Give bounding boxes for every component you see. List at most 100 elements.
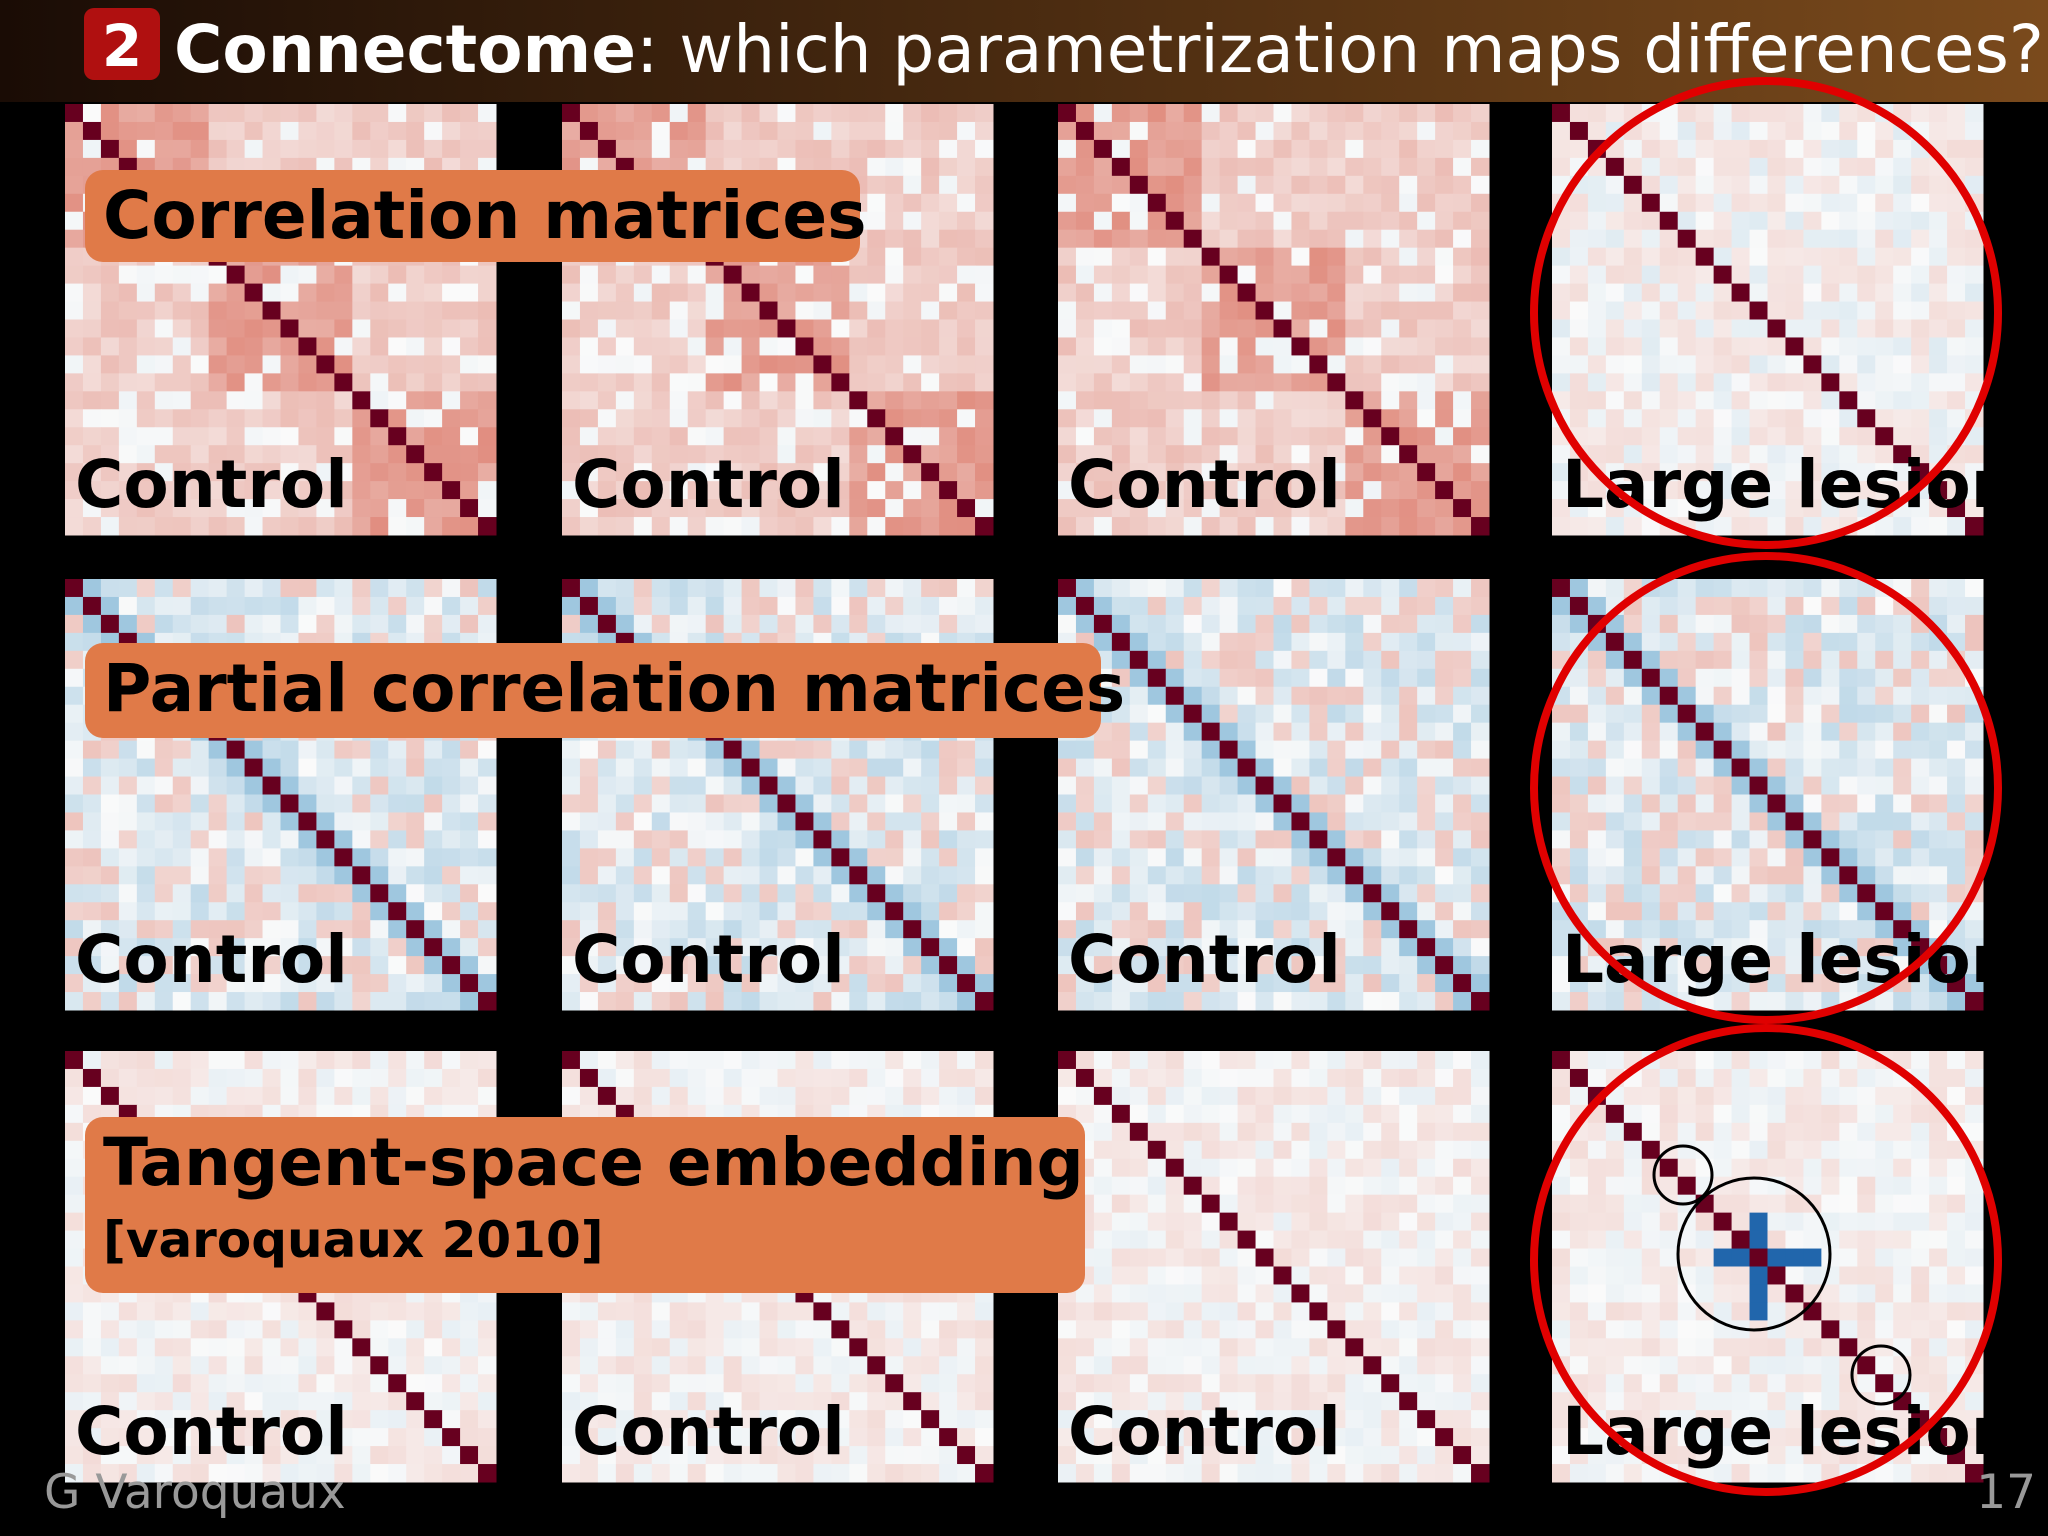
matrix-cell [633,579,653,598]
matrix-cell [687,301,707,320]
matrix-cell [633,956,653,975]
matrix-cell [1857,445,1876,464]
matrix-cell [1129,175,1149,195]
matrix-cell [460,902,479,921]
matrix-cell [208,337,228,356]
matrix-cell [1677,355,1697,374]
matrix-cell [1713,938,1733,957]
matrix-cell [903,229,922,249]
matrix-cell [1605,722,1625,742]
matrix-cell [1713,355,1733,374]
matrix-cell [406,866,425,885]
matrix-cell [723,956,743,975]
matrix-cell [370,938,389,957]
matrix-cell [1839,175,1858,195]
matrix-cell [406,463,425,482]
matrix-cell [1255,391,1274,410]
matrix-cell [1749,650,1768,670]
matrix-cell [1471,211,1490,231]
matrix-cell [406,139,425,159]
matrix-cell [424,391,443,410]
matrix-cell [1309,373,1328,392]
matrix-cell [352,463,371,482]
matrix-cell [795,319,814,338]
matrix-cell [1273,758,1292,778]
matrix-cell [1058,157,1077,177]
matrix-cell [831,992,850,1011]
matrix-cell [1605,157,1625,177]
matrix-cell [1713,848,1733,867]
matrix-cell [460,121,479,141]
matrix-cell [406,427,425,446]
matrix-cell [723,938,743,957]
matrix-cell [1165,596,1185,616]
matrix-cell [1677,391,1697,410]
matrix-cell [1893,722,1912,742]
matrix-cell [921,247,940,267]
matrix-cell [1291,956,1310,975]
matrix-cell [1058,517,1077,536]
matrix-cell [849,391,868,410]
matrix-cell [1255,704,1274,724]
matrix-cell [615,139,635,159]
matrix-cell [1111,938,1131,957]
matrix-cell [1237,499,1257,518]
matrix-cell [1453,920,1472,939]
matrix-cell [1893,463,1912,482]
matrix-cell [1623,992,1643,1011]
matrix-cell [1058,992,1077,1011]
matrix-cell [1893,884,1912,903]
matrix-cell [1677,211,1697,231]
matrix-cell [723,992,743,1011]
matrix-cell [1273,704,1292,724]
matrix-cell [352,265,371,285]
matrix-cell [1965,319,1984,338]
matrix-cell [154,758,174,778]
matrix-cell [1219,902,1239,921]
matrix-cell [921,319,940,338]
matrix-cell [813,758,832,778]
matrix-cell [100,920,120,939]
matrix-cell [1695,794,1715,813]
matrix-cell [1399,175,1418,195]
matrix-cell [280,445,299,464]
matrix-cell [1785,632,1804,652]
matrix-cell [190,391,210,410]
matrix-cell [478,758,497,778]
matrix-cell [1273,632,1292,652]
matrix-cell [1552,283,1571,303]
matrix-cell [741,445,761,464]
matrix-cell [651,463,671,482]
matrix-cell [280,866,299,885]
matrix-cell [579,409,599,428]
matrix-cell [460,920,479,939]
matrix-cell [1552,776,1571,795]
matrix-cell [82,794,102,813]
matrix-cell [118,121,138,141]
matrix-cell [1471,391,1490,410]
matrix-cell [316,974,335,993]
matrix-cell [1821,650,1840,670]
matrix-cell [1875,139,1894,159]
matrix-cell [1875,175,1894,195]
matrix-cell [136,614,156,634]
matrix-cell [1111,283,1131,303]
matrix-cell [867,391,886,410]
matrix-cell [1659,704,1679,724]
matrix-cell [1183,499,1203,518]
matrix-cell [1821,463,1840,482]
matrix-cell [1893,812,1912,831]
matrix-cell [280,794,299,813]
matrix-cell [1255,427,1274,446]
matrix-cell [615,301,635,320]
matrix-cell [777,848,796,867]
matrix-cell [1273,579,1292,598]
matrix-cell [957,974,976,993]
matrix-cell [1821,391,1840,410]
matrix-cell [723,866,743,885]
matrix-cell [831,499,850,518]
matrix-cell [1309,337,1328,356]
matrix-cell [1093,596,1113,616]
matrix-cell [1803,740,1822,760]
matrix-cell [1803,902,1822,921]
